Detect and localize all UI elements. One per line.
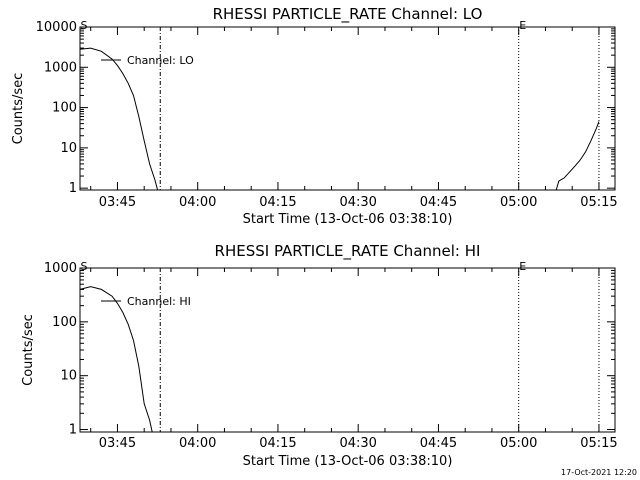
chart-2-marker-label-3: E <box>519 260 526 273</box>
chart-1-ytick-label: 100 <box>52 101 77 116</box>
chart-1-series-1-line-2 <box>555 121 600 191</box>
chart-2-legend-label: Channel: HI <box>127 295 191 308</box>
chart-2-xtick-label: 03:45 <box>99 436 136 451</box>
chart-2-title: RHESSI PARTICLE_RATE Channel: HI <box>215 242 481 261</box>
chart-1-xlabel: Start Time (13-Oct-06 03:38:10) <box>243 212 453 227</box>
chart-1-xtick-label: 04:15 <box>259 195 296 210</box>
chart-2-series-1-line-1 <box>79 286 153 433</box>
chart-2-xtick-label: 04:45 <box>420 436 457 451</box>
chart-2-ytick-label: 100 <box>52 315 77 330</box>
chart-2-ylabel: Counts/sec <box>21 314 36 386</box>
chart-2-ytick-label: 1 <box>69 423 77 438</box>
chart-1-ytick-label: 1000 <box>44 60 77 75</box>
chart-2-xlabel: Start Time (13-Oct-06 03:38:10) <box>243 454 453 469</box>
chart-1-xtick-label: 03:45 <box>99 195 136 210</box>
chart-1-xtick-label: 04:00 <box>179 195 216 210</box>
chart-1-marker-label-3: E <box>519 19 526 32</box>
chart-1-marker-label-1: S <box>81 19 88 32</box>
chart-1-xtick-label: 05:00 <box>500 195 537 210</box>
chart-1-ytick-label: 1 <box>69 181 77 196</box>
chart-2-xtick-label: 04:30 <box>339 436 376 451</box>
chart-1-xtick-label: 04:30 <box>339 195 376 210</box>
chart-2-xtick-label: 05:15 <box>580 436 617 451</box>
footer-timestamp: 17-Oct-2021 12:20 <box>561 468 637 477</box>
chart-2-xtick-label: 05:00 <box>500 436 537 451</box>
chart-1-legend-label: Channel: LO <box>127 54 194 67</box>
chart-1-title: RHESSI PARTICLE_RATE Channel: LO <box>213 5 483 24</box>
chart-2-ytick-label: 1000 <box>44 261 77 276</box>
chart-2-ytick-label: 10 <box>60 369 77 384</box>
chart-1-ylabel: Counts/sec <box>11 73 26 145</box>
chart-1-ytick-label: 10 <box>60 141 77 156</box>
chart-2-xtick-label: 04:15 <box>259 436 296 451</box>
chart-2-marker-label-1: S <box>81 260 88 273</box>
chart-1-xtick-label: 05:15 <box>580 195 617 210</box>
chart-2-xtick-label: 04:00 <box>179 436 216 451</box>
chart-1-series-1-line-1 <box>79 47 159 191</box>
chart-1-ytick-label: 10000 <box>36 20 77 35</box>
chart-1-xtick-label: 04:45 <box>420 195 457 210</box>
